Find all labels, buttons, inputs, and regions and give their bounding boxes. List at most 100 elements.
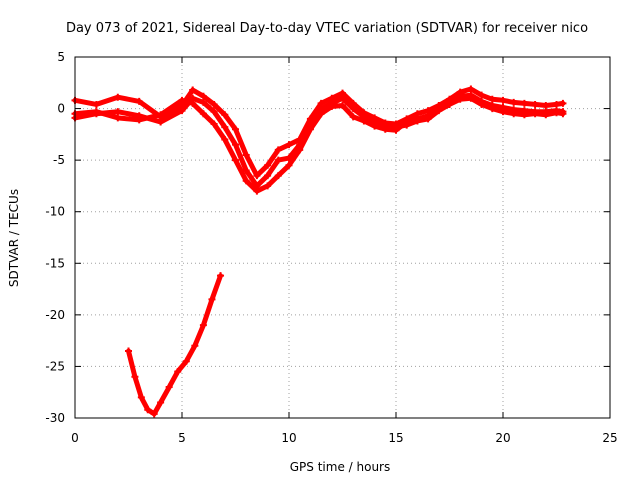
y-tick-label: -20 — [45, 308, 65, 322]
y-tick-label: -5 — [53, 153, 65, 167]
y-tick-label: -30 — [45, 411, 65, 425]
y-tick-label: -10 — [45, 205, 65, 219]
x-tick-label: 20 — [495, 431, 510, 445]
data-point-track-3 — [135, 112, 143, 120]
x-tick-label: 10 — [281, 431, 296, 445]
data-point-track-2 — [488, 95, 496, 103]
data-point-track-3 — [92, 110, 100, 118]
data-point-track-3 — [467, 94, 475, 102]
data-point-track-3 — [478, 100, 486, 108]
data-point-track-2 — [542, 101, 550, 109]
data-point-track-3 — [392, 123, 400, 131]
data-point-track-1 — [274, 172, 282, 180]
data-point-track-2 — [553, 100, 560, 108]
data-point-track-3 — [306, 120, 314, 128]
data-point-track-1 — [221, 136, 229, 144]
data-point-track-3 — [456, 95, 464, 103]
data-point-track-3 — [553, 109, 560, 117]
data-point-track-3 — [499, 108, 507, 116]
data-point-track-3 — [328, 99, 336, 107]
data-point-track-2 — [274, 146, 282, 154]
data-point-track-3 — [559, 110, 567, 118]
data-point-track-1 — [264, 182, 272, 190]
data-point-track-4 — [199, 321, 207, 329]
data-point-track-2 — [210, 100, 218, 108]
data-point-track-3 — [199, 98, 207, 106]
data-point-track-4 — [157, 399, 165, 407]
data-point-track-1 — [285, 161, 293, 169]
data-point-track-2 — [242, 151, 250, 159]
data-point-track-3 — [157, 118, 165, 126]
plot-frame — [74, 56, 611, 419]
data-point-track-3 — [446, 100, 453, 108]
data-point-track-2 — [285, 141, 293, 149]
data-point-track-4 — [208, 295, 216, 303]
x-axis-label: GPS time / hours — [290, 460, 391, 474]
data-point-track-2 — [499, 96, 507, 104]
data-point-track-3 — [339, 94, 346, 102]
data-point-track-3 — [349, 105, 357, 113]
data-point-track-3 — [542, 111, 550, 119]
data-point-track-1 — [210, 120, 218, 128]
axis-ticks: 0 5 10 15 20 25 5 0 -5 -10 -15 -20 -25 -30 — [45, 50, 617, 445]
data-point-track-2 — [221, 111, 229, 119]
data-point-track-3 — [189, 94, 197, 102]
data-point-track-1 — [232, 156, 239, 164]
data-point-track-2 — [478, 91, 486, 99]
data-point-track-3 — [531, 110, 539, 118]
data-point-track-2 — [189, 86, 197, 94]
data-point-track-3 — [232, 141, 239, 149]
data-point-track-3 — [360, 113, 368, 121]
data-point-track-2 — [403, 115, 411, 123]
data-point-track-2 — [559, 99, 567, 107]
data-point-track-4 — [174, 368, 182, 376]
data-series — [71, 85, 567, 418]
data-point-track-3 — [296, 141, 304, 149]
data-point-track-3 — [274, 156, 282, 164]
series-line-track-4 — [126, 273, 223, 417]
data-point-track-1 — [339, 101, 346, 109]
data-point-track-2 — [531, 100, 539, 108]
data-point-track-4 — [182, 357, 190, 365]
data-point-track-3 — [264, 172, 272, 180]
data-point-track-2 — [467, 85, 475, 93]
data-point-track-4 — [137, 393, 145, 401]
data-point-track-3 — [371, 118, 379, 126]
data-point-track-2 — [264, 161, 272, 169]
data-point-track-3 — [488, 105, 496, 113]
y-tick-label: -15 — [45, 256, 65, 270]
data-point-track-2 — [456, 88, 464, 96]
data-point-track-3 — [114, 108, 122, 116]
data-point-track-4 — [125, 347, 132, 355]
data-point-track-4 — [217, 272, 225, 280]
data-point-track-2 — [424, 107, 432, 115]
grid-lines — [75, 57, 610, 418]
y-axis-label: SDTVAR / TECUs — [7, 189, 21, 287]
x-tick-label: 15 — [388, 431, 403, 445]
y-tick-label: 5 — [57, 50, 65, 64]
data-point-track-2 — [510, 98, 518, 106]
data-point-track-3 — [210, 108, 218, 116]
chart-title: Day 073 of 2021, Sidereal Day-to-day VTE… — [66, 21, 588, 36]
data-point-track-3 — [178, 107, 186, 115]
data-point-track-2 — [135, 97, 143, 105]
data-point-track-1 — [114, 114, 122, 122]
data-point-track-4 — [144, 406, 152, 414]
data-point-track-2 — [114, 93, 122, 101]
data-point-track-2 — [413, 110, 421, 118]
data-point-track-3 — [285, 154, 293, 162]
data-point-track-2 — [520, 99, 528, 107]
data-point-track-2 — [92, 100, 100, 108]
data-point-track-2 — [199, 92, 207, 100]
data-point-track-3 — [520, 111, 528, 119]
series-line-track-3 — [72, 95, 566, 189]
y-tick-label: -25 — [45, 359, 65, 373]
data-point-track-3 — [381, 123, 389, 131]
data-point-track-1 — [199, 110, 207, 118]
x-tick-label: 25 — [602, 431, 617, 445]
data-point-track-4 — [131, 373, 139, 381]
y-tick-label: 0 — [57, 102, 65, 116]
data-point-track-3 — [242, 166, 250, 174]
data-point-track-2 — [253, 172, 261, 180]
